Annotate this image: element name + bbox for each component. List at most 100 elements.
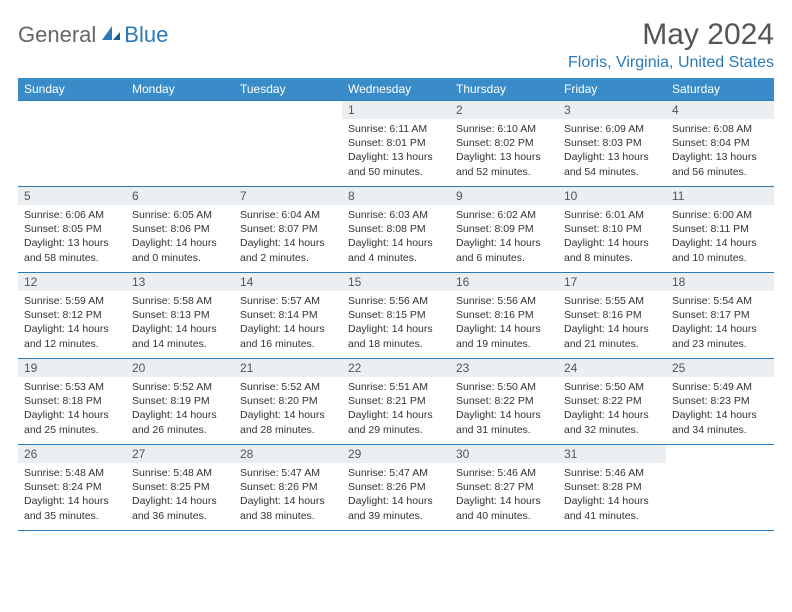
day-data: Sunrise: 6:10 AMSunset: 8:02 PMDaylight:… (450, 119, 558, 179)
day-number: 21 (234, 359, 342, 377)
day-cell: 10Sunrise: 6:01 AMSunset: 8:10 PMDayligh… (558, 187, 666, 273)
day-number: 9 (450, 187, 558, 205)
week-row: 12Sunrise: 5:59 AMSunset: 8:12 PMDayligh… (18, 273, 774, 359)
day-data-line: Daylight: 13 hours (24, 236, 120, 250)
day-cell: 3Sunrise: 6:09 AMSunset: 8:03 PMDaylight… (558, 101, 666, 187)
day-data-line: Sunset: 8:05 PM (24, 222, 120, 236)
day-number: 1 (342, 101, 450, 119)
day-data-line: and 25 minutes. (24, 423, 120, 437)
day-data: Sunrise: 5:47 AMSunset: 8:26 PMDaylight:… (342, 463, 450, 523)
day-data-line: and 41 minutes. (564, 509, 660, 523)
day-number: 6 (126, 187, 234, 205)
day-data-line: Sunrise: 5:53 AM (24, 380, 120, 394)
day-data: Sunrise: 6:03 AMSunset: 8:08 PMDaylight:… (342, 205, 450, 265)
day-data: Sunrise: 6:09 AMSunset: 8:03 PMDaylight:… (558, 119, 666, 179)
day-data-line: Daylight: 14 hours (672, 236, 768, 250)
day-data-line: and 16 minutes. (240, 337, 336, 351)
day-data-line: Sunrise: 6:05 AM (132, 208, 228, 222)
day-cell: 13Sunrise: 5:58 AMSunset: 8:13 PMDayligh… (126, 273, 234, 359)
day-cell: .. (18, 101, 126, 187)
day-data-line: and 18 minutes. (348, 337, 444, 351)
day-data-line: Sunrise: 5:52 AM (132, 380, 228, 394)
day-cell: 22Sunrise: 5:51 AMSunset: 8:21 PMDayligh… (342, 359, 450, 445)
day-cell: 11Sunrise: 6:00 AMSunset: 8:11 PMDayligh… (666, 187, 774, 273)
day-cell: .. (126, 101, 234, 187)
day-data-line: and 0 minutes. (132, 251, 228, 265)
day-data-line: Sunset: 8:25 PM (132, 480, 228, 494)
day-data: Sunrise: 5:57 AMSunset: 8:14 PMDaylight:… (234, 291, 342, 351)
day-data-line: Sunset: 8:02 PM (456, 136, 552, 150)
day-data-line: Daylight: 14 hours (672, 408, 768, 422)
day-cell: 5Sunrise: 6:06 AMSunset: 8:05 PMDaylight… (18, 187, 126, 273)
day-number: 31 (558, 445, 666, 463)
day-data-line: Sunset: 8:17 PM (672, 308, 768, 322)
location: Floris, Virginia, United States (568, 54, 774, 72)
day-data-line: and 23 minutes. (672, 337, 768, 351)
day-header-saturday: Saturday (666, 78, 774, 101)
day-data: Sunrise: 6:08 AMSunset: 8:04 PMDaylight:… (666, 119, 774, 179)
day-data: Sunrise: 6:06 AMSunset: 8:05 PMDaylight:… (18, 205, 126, 265)
logo-text-blue: Blue (124, 22, 168, 48)
day-data-line: Sunset: 8:06 PM (132, 222, 228, 236)
day-data: Sunrise: 5:52 AMSunset: 8:20 PMDaylight:… (234, 377, 342, 437)
day-header-monday: Monday (126, 78, 234, 101)
day-data: Sunrise: 5:46 AMSunset: 8:27 PMDaylight:… (450, 463, 558, 523)
day-data-line: and 40 minutes. (456, 509, 552, 523)
page: General Blue May 2024 Floris, Virginia, … (0, 0, 792, 541)
day-number: 29 (342, 445, 450, 463)
day-data: Sunrise: 5:53 AMSunset: 8:18 PMDaylight:… (18, 377, 126, 437)
day-data-line: and 50 minutes. (348, 165, 444, 179)
day-data-line: Sunrise: 5:56 AM (348, 294, 444, 308)
day-data: Sunrise: 5:50 AMSunset: 8:22 PMDaylight:… (558, 377, 666, 437)
day-number: 25 (666, 359, 774, 377)
day-number: 27 (126, 445, 234, 463)
day-data-line: Daylight: 14 hours (132, 322, 228, 336)
week-row: ......1Sunrise: 6:11 AMSunset: 8:01 PMDa… (18, 101, 774, 187)
day-number: 22 (342, 359, 450, 377)
day-data-line: Sunrise: 5:46 AM (564, 466, 660, 480)
day-data-line: Sunrise: 5:57 AM (240, 294, 336, 308)
day-cell: 2Sunrise: 6:10 AMSunset: 8:02 PMDaylight… (450, 101, 558, 187)
day-header-wednesday: Wednesday (342, 78, 450, 101)
day-number: 5 (18, 187, 126, 205)
month-title: May 2024 (568, 18, 774, 52)
day-cell: 23Sunrise: 5:50 AMSunset: 8:22 PMDayligh… (450, 359, 558, 445)
day-number: 18 (666, 273, 774, 291)
day-data-line: Sunrise: 5:54 AM (672, 294, 768, 308)
day-data-line: Sunrise: 6:03 AM (348, 208, 444, 222)
day-data-line: Daylight: 14 hours (240, 494, 336, 508)
day-cell: 25Sunrise: 5:49 AMSunset: 8:23 PMDayligh… (666, 359, 774, 445)
day-data-line: Daylight: 14 hours (672, 322, 768, 336)
day-data-line: and 14 minutes. (132, 337, 228, 351)
day-header-sunday: Sunday (18, 78, 126, 101)
day-data-line: Sunrise: 5:47 AM (348, 466, 444, 480)
day-cell: 30Sunrise: 5:46 AMSunset: 8:27 PMDayligh… (450, 445, 558, 531)
day-header-tuesday: Tuesday (234, 78, 342, 101)
day-data-line: Sunrise: 5:52 AM (240, 380, 336, 394)
day-number: 8 (342, 187, 450, 205)
day-data: Sunrise: 5:55 AMSunset: 8:16 PMDaylight:… (558, 291, 666, 351)
day-data-line: Sunrise: 6:00 AM (672, 208, 768, 222)
day-data-line: Sunset: 8:03 PM (564, 136, 660, 150)
day-data-line: Sunset: 8:07 PM (240, 222, 336, 236)
day-data-line: Sunrise: 5:51 AM (348, 380, 444, 394)
day-data-line: Daylight: 14 hours (240, 322, 336, 336)
day-data-line: Sunset: 8:22 PM (456, 394, 552, 408)
day-data-line: and 4 minutes. (348, 251, 444, 265)
day-number: 13 (126, 273, 234, 291)
day-data-line: Sunset: 8:10 PM (564, 222, 660, 236)
day-data-line: Sunset: 8:22 PM (564, 394, 660, 408)
day-data-line: Daylight: 14 hours (348, 408, 444, 422)
day-data: Sunrise: 5:46 AMSunset: 8:28 PMDaylight:… (558, 463, 666, 523)
day-data-line: Sunset: 8:16 PM (456, 308, 552, 322)
day-data-line: Sunrise: 5:50 AM (456, 380, 552, 394)
day-data-line: and 32 minutes. (564, 423, 660, 437)
day-data-line: Sunrise: 5:46 AM (456, 466, 552, 480)
day-number: 7 (234, 187, 342, 205)
day-data-line: Sunset: 8:11 PM (672, 222, 768, 236)
day-data-line: Daylight: 14 hours (348, 322, 444, 336)
day-data: Sunrise: 5:51 AMSunset: 8:21 PMDaylight:… (342, 377, 450, 437)
day-data-line: Sunrise: 5:48 AM (132, 466, 228, 480)
day-data-line: and 38 minutes. (240, 509, 336, 523)
day-data: Sunrise: 6:11 AMSunset: 8:01 PMDaylight:… (342, 119, 450, 179)
